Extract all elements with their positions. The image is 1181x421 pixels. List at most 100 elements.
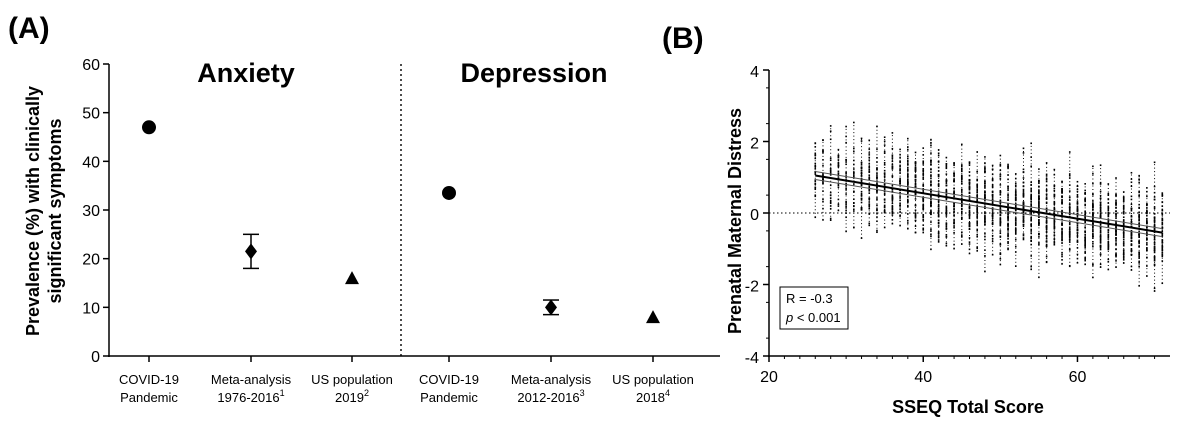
scatter-point (822, 164, 824, 167)
scatter-point (1030, 189, 1032, 191)
scatter-point (1122, 206, 1125, 209)
scatter-point (991, 164, 994, 167)
scatter-point (1099, 242, 1102, 244)
scatter-point (1107, 220, 1110, 223)
scatter-point (1099, 214, 1102, 217)
scatter-point (1045, 227, 1048, 230)
scatter-point (1014, 199, 1017, 202)
scatter-point (845, 171, 847, 174)
scatter-point (1053, 189, 1056, 192)
scatter-point (937, 184, 940, 186)
scatter-point (1045, 217, 1048, 220)
scatter-point (1061, 202, 1063, 204)
scatter-point (1146, 204, 1148, 206)
scatter-point (899, 160, 901, 162)
scatter-point (1007, 224, 1009, 227)
scatter-point (1099, 207, 1102, 209)
scatter-point (1153, 236, 1156, 239)
scatter-point (1092, 225, 1094, 228)
scatter-point (845, 193, 847, 195)
scatter-point (1061, 239, 1063, 241)
scatter-point (922, 184, 925, 187)
scatter-point (1122, 238, 1125, 241)
scatter-point (1076, 215, 1079, 217)
scatter-point (960, 177, 963, 180)
scatter-point (914, 186, 917, 189)
scatter-point (999, 163, 1002, 166)
scatter-point (914, 209, 917, 212)
scatter-point (1084, 240, 1086, 243)
scatter-point (914, 174, 917, 177)
y-tick-label: 60 (82, 57, 100, 74)
scatter-point (960, 213, 963, 215)
scatter-point (1007, 193, 1009, 196)
scatter-point (907, 198, 909, 201)
scatter-point (891, 157, 894, 160)
y-tick-label: 20 (82, 252, 100, 269)
scatter-point (876, 172, 878, 175)
scatter-point (1038, 200, 1040, 202)
scatter-point (945, 213, 948, 216)
scatter-point (1099, 232, 1102, 234)
scatter-point (937, 225, 940, 227)
scatter-point (1115, 201, 1117, 203)
scatter-point (837, 155, 840, 158)
scatter-point (907, 199, 909, 202)
y-tick-label: 50 (82, 106, 100, 123)
scatter-point (976, 188, 979, 190)
scatter-point (984, 212, 986, 215)
data-point-triangle (345, 271, 359, 285)
scatter-point (937, 235, 940, 237)
scatter-point (1045, 261, 1048, 264)
scatter-point (1122, 204, 1125, 207)
scatter-point (868, 152, 871, 154)
scatter-point (822, 182, 824, 184)
scatter-point (891, 165, 894, 168)
scatter-point (1115, 237, 1117, 239)
scatter-point (922, 172, 925, 175)
scatter-point (837, 172, 840, 174)
scatter-point (1153, 287, 1156, 290)
scatter-point (899, 204, 901, 207)
scatter-point (1084, 256, 1086, 259)
scatter-point (883, 175, 886, 177)
scatter-point (1107, 258, 1110, 261)
scatter-point (1146, 227, 1148, 229)
scatter-point (1022, 218, 1025, 221)
scatter-point (914, 170, 917, 172)
scatter-point (984, 167, 986, 170)
scatter-point (1068, 196, 1071, 198)
scatter-point (1099, 210, 1102, 213)
scatter-point (1014, 194, 1017, 196)
scatter-point (945, 180, 948, 183)
scatter-point (860, 167, 863, 170)
scatter-point (891, 154, 894, 157)
scatter-point (837, 203, 840, 205)
scatter-point (984, 232, 986, 235)
scatter-point (937, 201, 940, 203)
scatter-point (907, 222, 909, 224)
scatter-point (1068, 238, 1071, 241)
scatter-point (1061, 180, 1063, 183)
scatter-point (907, 148, 909, 151)
scatter-point (960, 243, 963, 245)
scatter-point (1161, 230, 1164, 233)
scatter-point (922, 160, 925, 163)
scatter-point (907, 163, 909, 165)
scatter-point (937, 239, 940, 241)
x-tick-label: 60 (1069, 369, 1087, 386)
scatter-point (1161, 247, 1164, 250)
scatter-point (984, 191, 986, 193)
scatter-point (876, 216, 878, 218)
scatter-point (899, 211, 901, 213)
scatter-point (883, 144, 886, 146)
scatter-point (999, 232, 1002, 235)
scatter-point (1068, 211, 1071, 213)
scatter-point (945, 163, 948, 165)
scatter-point (1007, 225, 1009, 228)
scatter-point (1107, 209, 1110, 212)
scatter-point (891, 188, 894, 191)
scatter-point (1115, 193, 1117, 196)
scatter-point (1022, 177, 1025, 179)
scatter-point (899, 197, 901, 199)
